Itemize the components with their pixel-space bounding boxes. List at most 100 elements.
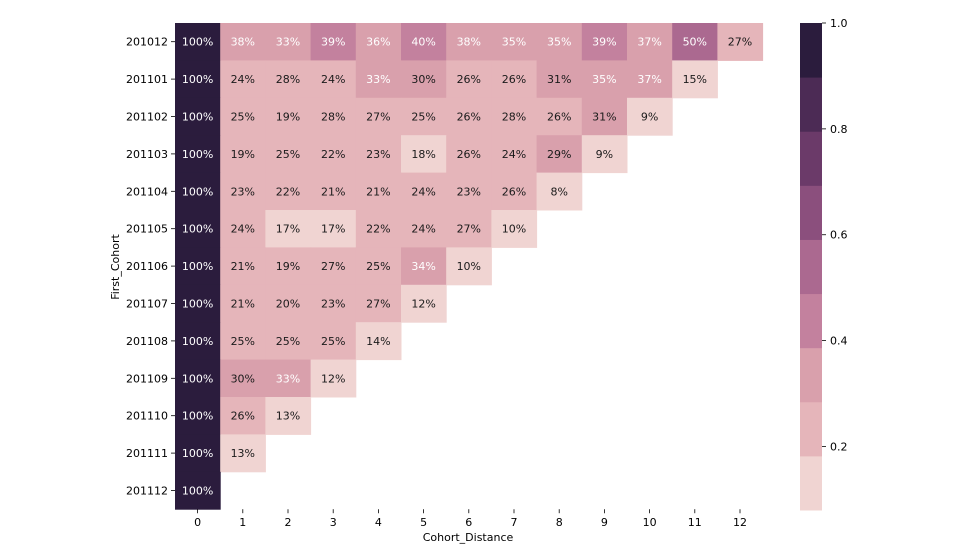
cell-value-label: 25% (366, 260, 390, 273)
cell-value-label: 13% (276, 410, 300, 423)
cell-value-label: 33% (366, 73, 390, 86)
cell-value-label: 27% (366, 111, 390, 124)
heatmap-cell (220, 322, 266, 361)
heatmap-cell (265, 97, 312, 136)
cell-value-label: 26% (231, 410, 255, 423)
y-tick-label: 201112 (126, 485, 168, 498)
colorbar-segment (800, 401, 822, 457)
x-tick-label: 0 (194, 516, 201, 529)
cell-value-label: 26% (547, 111, 571, 124)
heatmap-cell (446, 60, 492, 99)
cell-value-label: 27% (457, 223, 481, 236)
heatmap-cell (401, 23, 447, 61)
heatmap-cell (175, 247, 221, 286)
heatmap-cell (310, 247, 357, 286)
cell-value-label: 100% (182, 36, 213, 49)
heatmap-cell (310, 322, 357, 361)
cell-value-label: 39% (321, 36, 345, 49)
x-tick-label: 2 (285, 516, 292, 529)
x-tick-label: 8 (556, 516, 563, 529)
cell-value-label: 40% (411, 36, 435, 49)
cell-value-label: 100% (182, 335, 213, 348)
cell-value-label: 39% (592, 36, 616, 49)
colorbar-tick-label: 0.4 (830, 335, 848, 348)
heatmap-cell (401, 60, 447, 99)
cell-value-label: 10% (457, 260, 481, 273)
cell-value-label: 25% (411, 111, 435, 124)
cell-value-label: 21% (321, 185, 345, 198)
heatmap-cell (355, 247, 402, 286)
heatmap-cell (401, 210, 447, 248)
heatmap-cell (446, 172, 492, 211)
heatmap-cell (175, 23, 221, 61)
y-tick-label: 201012 (126, 36, 168, 49)
colorbar-tick-label: 0.6 (830, 229, 848, 242)
x-tick-label: 12 (733, 516, 747, 529)
heatmap-cell (310, 23, 357, 61)
cell-value-label: 24% (231, 223, 255, 236)
y-tick-label: 201108 (126, 335, 168, 348)
x-tick-label: 3 (330, 516, 337, 529)
y-axis-ticks: 201012 201101 201102 201103 201104 201105 2011… (126, 36, 175, 498)
heatmap-cell (175, 359, 221, 398)
heatmap-cells (175, 23, 764, 510)
x-tick-label: 5 (420, 516, 427, 529)
heatmap-cell (310, 135, 357, 174)
heatmap-cell (446, 210, 492, 248)
y-tick-label: 201111 (126, 447, 168, 460)
cell-value-label: 28% (321, 111, 345, 124)
cell-value-label: 35% (502, 36, 526, 49)
cell-value-label: 12% (321, 372, 345, 385)
heatmap-cell (175, 172, 221, 211)
cell-value-label: 28% (502, 111, 526, 124)
cell-value-label: 25% (276, 148, 300, 161)
x-tick-label: 11 (688, 516, 702, 529)
cell-value-label: 28% (276, 73, 300, 86)
heatmap-cell (265, 210, 312, 248)
y-tick-label: 201105 (126, 223, 168, 236)
heatmap-cell (175, 471, 221, 510)
heatmap-cell (491, 97, 538, 136)
cell-value-label: 25% (276, 335, 300, 348)
cell-value-label: 100% (182, 185, 213, 198)
colorbar-segment (800, 131, 822, 186)
heatmap-cell (536, 23, 583, 61)
heatmap-cell (446, 23, 492, 61)
cell-value-label: 100% (182, 410, 213, 423)
heatmap-cell (401, 284, 447, 323)
y-tick-label: 201104 (126, 185, 168, 198)
colorbar-segment (800, 185, 822, 240)
heatmap-cell (401, 135, 447, 174)
heatmap-cell (220, 23, 266, 61)
cell-value-label: 37% (637, 73, 661, 86)
cell-value-label: 27% (321, 260, 345, 273)
cell-value-label: 25% (231, 335, 255, 348)
heatmap-cell (220, 97, 266, 136)
cell-value-label: 19% (276, 260, 300, 273)
y-tick-label: 201110 (126, 410, 168, 423)
heatmap-cell (672, 23, 718, 61)
cell-value-label: 25% (321, 335, 345, 348)
cell-value-label: 38% (231, 36, 255, 49)
cell-value-label: 9% (596, 148, 613, 161)
cell-value-label: 100% (182, 372, 213, 385)
heatmap-cell (401, 247, 447, 286)
cell-value-label: 31% (592, 111, 616, 124)
cell-value-label: 21% (231, 298, 255, 311)
cell-value-label: 18% (411, 148, 435, 161)
cell-value-label: 30% (231, 372, 255, 385)
heatmap-cell (717, 23, 764, 61)
heatmap-cell (536, 172, 583, 211)
colorbar-tick-label: 0.8 (830, 123, 848, 136)
cell-value-label: 22% (321, 148, 345, 161)
y-tick-label: 201107 (126, 298, 168, 311)
heatmap-cell (355, 23, 402, 61)
cell-value-label: 26% (502, 73, 526, 86)
heatmap-cell (220, 359, 266, 398)
heatmap-cell (265, 397, 312, 435)
heatmap-cell (446, 247, 492, 286)
cell-value-label: 100% (182, 73, 213, 86)
heatmap-cell (220, 172, 266, 211)
heatmap-cell (310, 359, 357, 398)
cell-value-label: 35% (547, 36, 571, 49)
